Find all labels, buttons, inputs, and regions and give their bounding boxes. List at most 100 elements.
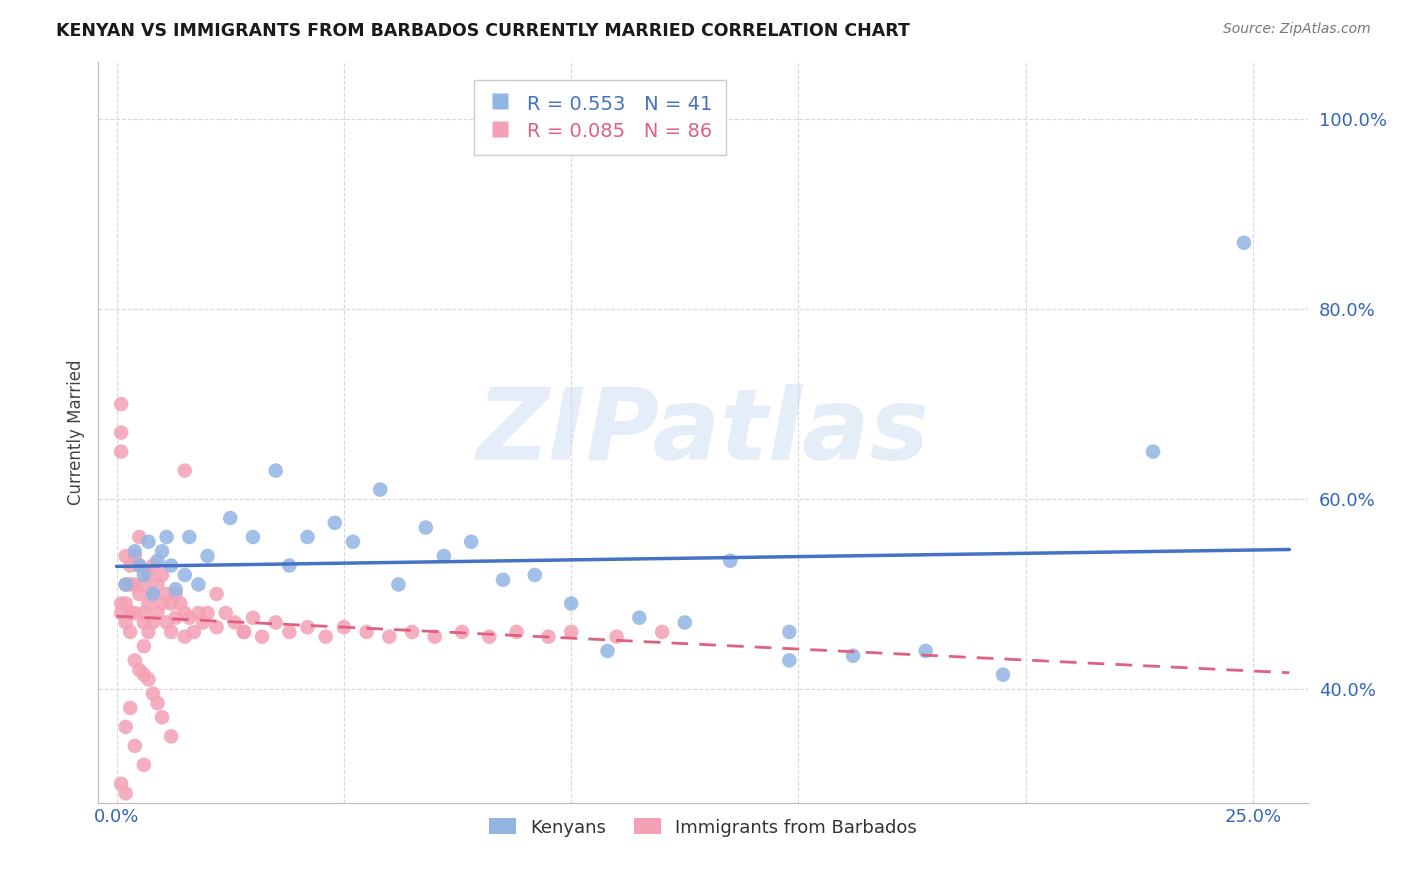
Point <box>128 663 150 677</box>
Point <box>128 558 150 573</box>
Point <box>191 615 214 630</box>
Point <box>110 444 132 458</box>
Point <box>146 554 169 568</box>
Point <box>264 464 287 478</box>
Point <box>842 648 865 663</box>
Point <box>478 630 501 644</box>
Point <box>991 667 1014 681</box>
Point <box>205 620 228 634</box>
Point <box>132 615 155 630</box>
Point <box>120 558 142 573</box>
Point <box>368 483 391 497</box>
Point <box>628 611 651 625</box>
Point <box>333 620 356 634</box>
Point <box>1142 444 1164 458</box>
Point <box>146 577 169 591</box>
Point <box>264 615 287 630</box>
Point <box>232 624 254 639</box>
Point <box>114 720 136 734</box>
Point <box>124 606 146 620</box>
Y-axis label: Currently Married: Currently Married <box>66 359 84 506</box>
Point <box>187 577 209 591</box>
Point <box>132 639 155 653</box>
Point <box>278 624 301 639</box>
Point <box>138 534 160 549</box>
Point <box>460 534 482 549</box>
Point <box>124 544 146 558</box>
Point <box>250 630 273 644</box>
Point <box>128 587 150 601</box>
Point <box>778 653 800 667</box>
Point <box>169 597 191 611</box>
Point <box>114 577 136 591</box>
Text: ZIPatlas: ZIPatlas <box>477 384 929 481</box>
Point <box>114 577 136 591</box>
Point <box>297 620 319 634</box>
Point <box>110 397 132 411</box>
Point <box>718 554 741 568</box>
Point <box>173 606 195 620</box>
Point <box>914 644 936 658</box>
Point <box>128 558 150 573</box>
Text: Source: ZipAtlas.com: Source: ZipAtlas.com <box>1223 22 1371 37</box>
Point <box>205 587 228 601</box>
Point <box>138 673 160 687</box>
Point <box>150 710 173 724</box>
Point <box>110 597 132 611</box>
Point <box>124 739 146 753</box>
Point <box>187 606 209 620</box>
Point <box>387 577 409 591</box>
Text: KENYAN VS IMMIGRANTS FROM BARBADOS CURRENTLY MARRIED CORRELATION CHART: KENYAN VS IMMIGRANTS FROM BARBADOS CURRE… <box>56 22 910 40</box>
Point <box>160 597 183 611</box>
Legend: Kenyans, Immigrants from Barbados: Kenyans, Immigrants from Barbados <box>479 809 927 846</box>
Point <box>155 615 177 630</box>
Point <box>138 568 160 582</box>
Point <box>173 464 195 478</box>
Point <box>132 568 155 582</box>
Point <box>537 630 560 644</box>
Point <box>132 757 155 772</box>
Point <box>297 530 319 544</box>
Point <box>146 606 169 620</box>
Point <box>215 606 238 620</box>
Point <box>142 587 165 601</box>
Point <box>560 597 582 611</box>
Point <box>132 667 155 681</box>
Point <box>124 653 146 667</box>
Point <box>492 573 515 587</box>
Point <box>120 624 142 639</box>
Point <box>114 549 136 563</box>
Point <box>433 549 456 563</box>
Point <box>232 624 254 639</box>
Point <box>142 687 165 701</box>
Point <box>146 696 169 710</box>
Point <box>242 530 264 544</box>
Point <box>505 624 527 639</box>
Point <box>142 558 165 573</box>
Point <box>219 511 242 525</box>
Point <box>124 549 146 563</box>
Point <box>242 611 264 625</box>
Point <box>423 630 446 644</box>
Point <box>114 615 136 630</box>
Point <box>132 577 155 591</box>
Point <box>183 624 205 639</box>
Point <box>138 597 160 611</box>
Point <box>165 611 187 625</box>
Point <box>138 624 160 639</box>
Point <box>128 530 150 544</box>
Point <box>1233 235 1256 250</box>
Point <box>179 611 201 625</box>
Point <box>378 630 401 644</box>
Point <box>114 597 136 611</box>
Point <box>150 597 173 611</box>
Point <box>673 615 696 630</box>
Point <box>179 530 201 544</box>
Point <box>110 606 132 620</box>
Point <box>278 558 301 573</box>
Point <box>596 644 619 658</box>
Point <box>124 577 146 591</box>
Point <box>401 624 423 639</box>
Point <box>155 587 177 601</box>
Point <box>165 587 187 601</box>
